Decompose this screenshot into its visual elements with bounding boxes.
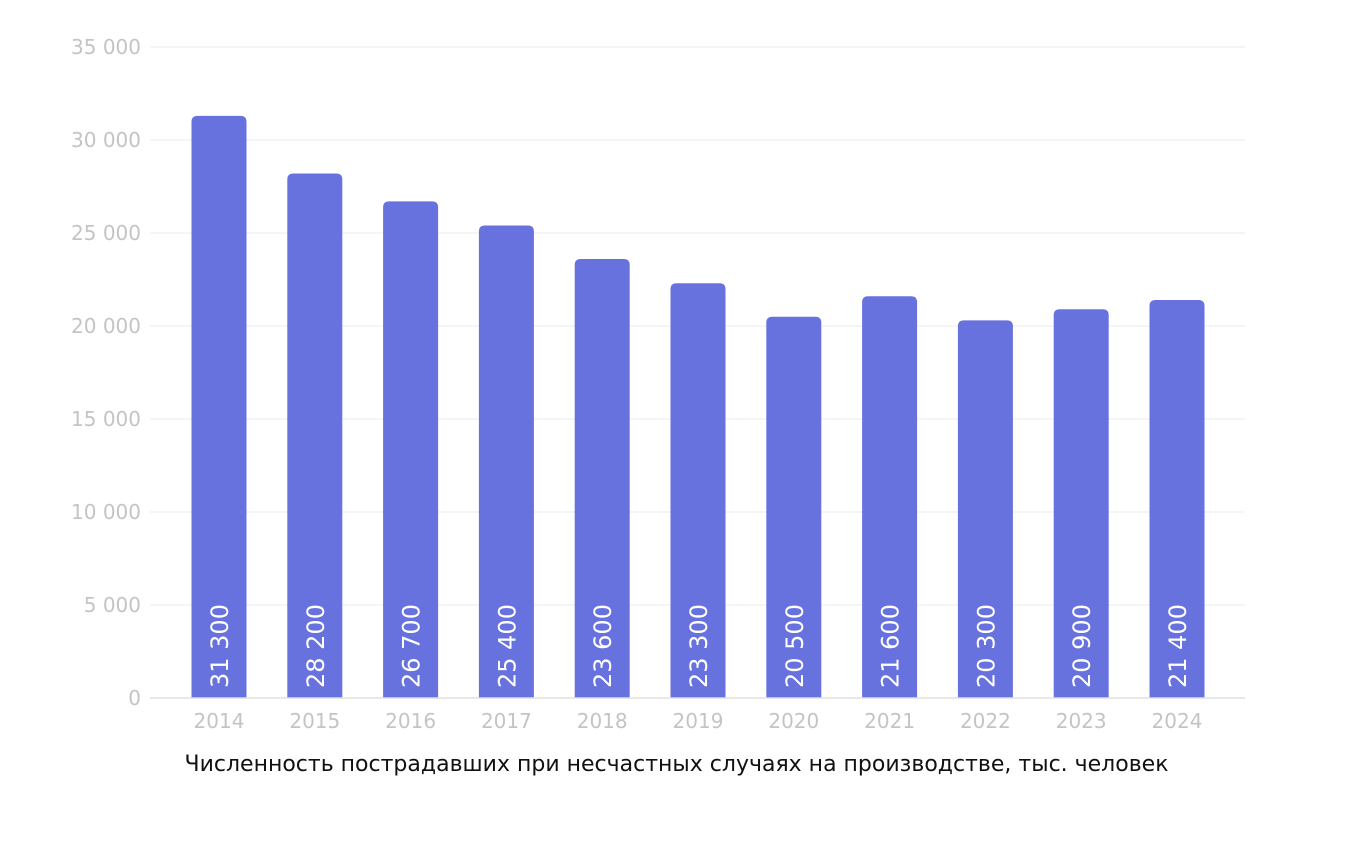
bar-2022 (957, 320, 1013, 698)
x-tick-label: 2021 (864, 709, 915, 733)
bar-2015 (287, 173, 343, 699)
y-tick-label: 30 000 (71, 128, 141, 152)
bar-data-label: 20 300 (972, 604, 1000, 688)
x-tick-label: 2020 (768, 709, 819, 733)
bar-2019 (670, 283, 726, 698)
x-tick-label: 2016 (385, 709, 436, 733)
y-tick-label: 15 000 (71, 407, 141, 431)
x-tick-label: 2019 (673, 709, 724, 733)
bars (191, 115, 1205, 699)
bar-2023 (1053, 309, 1109, 698)
bar-data-label: 21 400 (1164, 604, 1192, 688)
y-tick-label: 20 000 (71, 314, 141, 338)
x-tick-label: 2018 (577, 709, 628, 733)
bar-data-label: 31 300 (206, 604, 234, 688)
y-axis-tick-labels: 0 5 000 10 000 15 000 20 000 25 000 30 000 35 0… (71, 35, 141, 710)
bar-data-label: 23 300 (685, 604, 713, 688)
bar-2018 (574, 259, 630, 698)
bar-data-label: 20 900 (1068, 604, 1096, 688)
bar-2014 (191, 115, 247, 698)
x-tick-label: 2022 (960, 709, 1011, 733)
bar-2017 (478, 225, 534, 698)
x-tick-label: 2015 (289, 709, 340, 733)
x-tick-label: 2024 (1152, 709, 1203, 733)
y-tick-label: 0 (128, 686, 141, 710)
x-tick-label: 2014 (194, 709, 245, 733)
bar-data-label: 26 700 (398, 604, 426, 688)
bar-2020 (766, 316, 822, 698)
bar-data-label: 23 600 (589, 604, 617, 688)
bar-data-labels: 31 300 28 200 26 700 25 400 23 600 23 300 20 5… (206, 604, 1192, 688)
x-axis-tick-labels: 2014 2015 2016 2017 2018 2019 2020 2021 2022 2023… (194, 709, 1203, 733)
bar-data-label: 20 500 (781, 604, 809, 688)
bar-2016 (383, 201, 439, 698)
y-tick-label: 25 000 (71, 221, 141, 245)
bar-data-label: 28 200 (302, 604, 330, 688)
x-tick-label: 2023 (1056, 709, 1107, 733)
bar-data-label: 25 400 (493, 604, 521, 688)
x-tick-label: 2017 (481, 709, 532, 733)
y-tick-label: 10 000 (71, 500, 141, 524)
bar-2024 (1149, 299, 1205, 698)
bar-data-label: 21 600 (877, 604, 905, 688)
y-tick-label: 35 000 (71, 35, 141, 59)
chart-caption: Численность пострадавших при несчастных … (184, 752, 1169, 777)
bar-2021 (862, 296, 918, 698)
y-tick-label: 5 000 (84, 593, 141, 617)
